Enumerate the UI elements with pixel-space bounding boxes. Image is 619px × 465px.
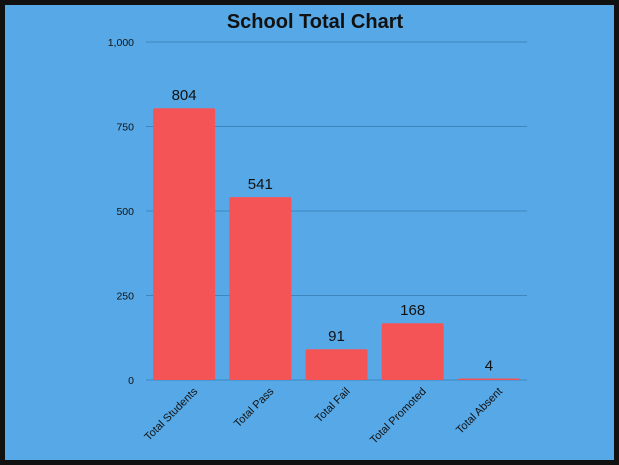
chart-title: School Total Chart: [227, 11, 404, 33]
bar-total-fail: [306, 349, 368, 380]
bar-total-promoted: [382, 323, 444, 380]
data-label: 804: [172, 87, 197, 104]
x-tick-label: Total Students: [142, 385, 200, 443]
x-tick-label: Total Pass: [232, 385, 277, 430]
data-label: 4: [485, 358, 493, 375]
x-tick-label: Total Promoted: [368, 386, 429, 447]
data-label: 541: [248, 176, 273, 193]
y-tick-label: 1,000: [108, 37, 134, 49]
data-label: 168: [400, 302, 425, 319]
data-labels: 804 541 91 168 4: [172, 87, 493, 374]
bar-total-students: [153, 108, 215, 380]
bar-total-absent: [458, 379, 520, 381]
x-axis-tick-labels: Total Students Total Pass Total Fail Total …: [142, 385, 505, 446]
y-tick-label: 500: [116, 206, 134, 218]
x-tick-label: Total Absent: [454, 386, 505, 437]
x-tick-label: Total Fail: [313, 386, 353, 426]
y-axis-tick-labels: 0 250 500 750 1,000: [108, 37, 134, 387]
data-label: 91: [328, 328, 345, 345]
y-tick-label: 750: [116, 122, 134, 134]
y-tick-label: 250: [116, 291, 134, 303]
bar-total-pass: [229, 197, 291, 380]
y-tick-label: 0: [128, 375, 134, 387]
